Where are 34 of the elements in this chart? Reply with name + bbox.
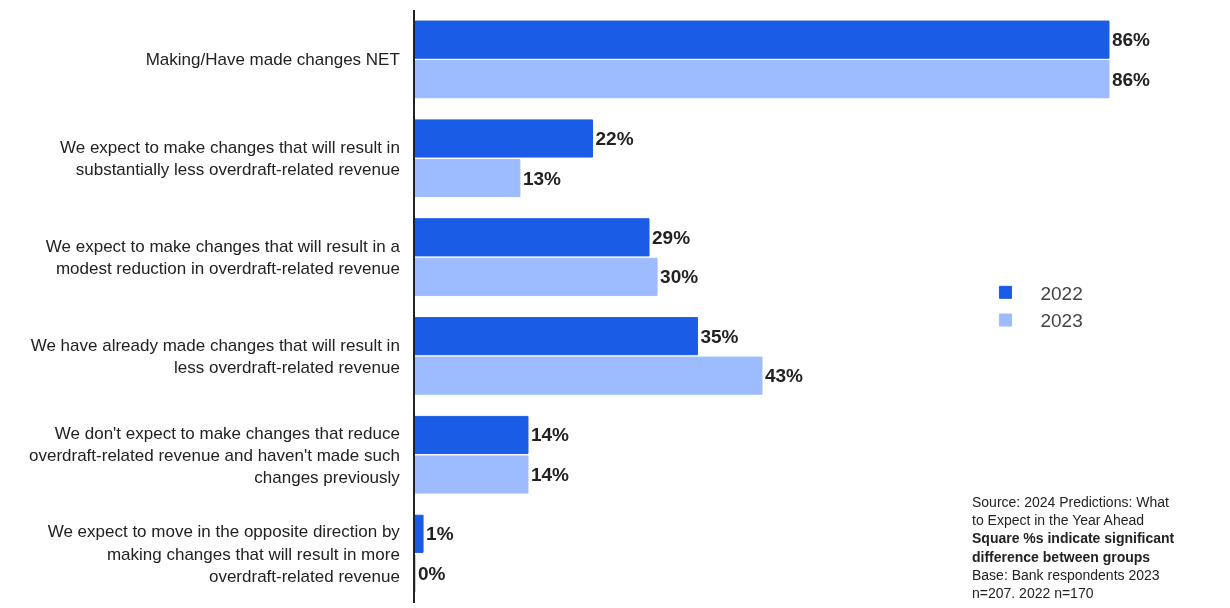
data-label: 13% xyxy=(522,167,562,189)
y-tick-label: We expect to make changes that will result in substantially less overdraft-related revenue xyxy=(59,138,400,180)
bar xyxy=(415,415,529,455)
bar xyxy=(415,60,1110,99)
legend-label: 2023 xyxy=(1040,310,1083,332)
annotation: Base: Bank respondents 2023 n=207. 2022 n=170 xyxy=(972,566,1160,601)
bar xyxy=(415,356,763,395)
bar xyxy=(415,20,1110,59)
y-tick-label: We have already made changes that will result in less overdraft-related revenue xyxy=(30,335,400,377)
bar xyxy=(415,455,529,494)
data-label: 14% xyxy=(530,464,570,486)
annotation: Source: 2024 Predictions: What to Expect in the Year Ahead xyxy=(972,494,1169,529)
data-label: 1% xyxy=(426,523,454,545)
data-label: 14% xyxy=(530,424,570,446)
data-label: 43% xyxy=(764,365,804,387)
data-label: 86% xyxy=(1111,29,1151,51)
bar xyxy=(415,119,594,158)
bar xyxy=(415,514,424,553)
bar xyxy=(415,158,521,198)
bar xyxy=(415,257,658,296)
data-label: 86% xyxy=(1111,68,1151,90)
data-label: 30% xyxy=(660,266,699,288)
y-tick-label: We don't expect to make changes that reduce overdraft-related revenue and haven't made such changes previously xyxy=(28,423,401,487)
bar xyxy=(415,218,650,257)
data-label: 22% xyxy=(595,127,634,149)
annotation: Square %s indicate significant difference between groups xyxy=(972,530,1175,565)
y-tick-label: We expect to make changes that will result in a modest reduction in overdraft-related revenue xyxy=(45,236,401,279)
data-label: 35% xyxy=(700,325,739,347)
y-tick-label: We expect to move in the opposite direction by making changes that will result in more overdraft-related revenue xyxy=(47,522,401,586)
legend-label: 2022 xyxy=(1040,282,1083,304)
bar xyxy=(415,317,698,356)
data-label: 29% xyxy=(652,226,691,248)
data-label: 0% xyxy=(418,562,446,584)
y-tick-label: Making/Have made changes NET xyxy=(145,50,400,70)
